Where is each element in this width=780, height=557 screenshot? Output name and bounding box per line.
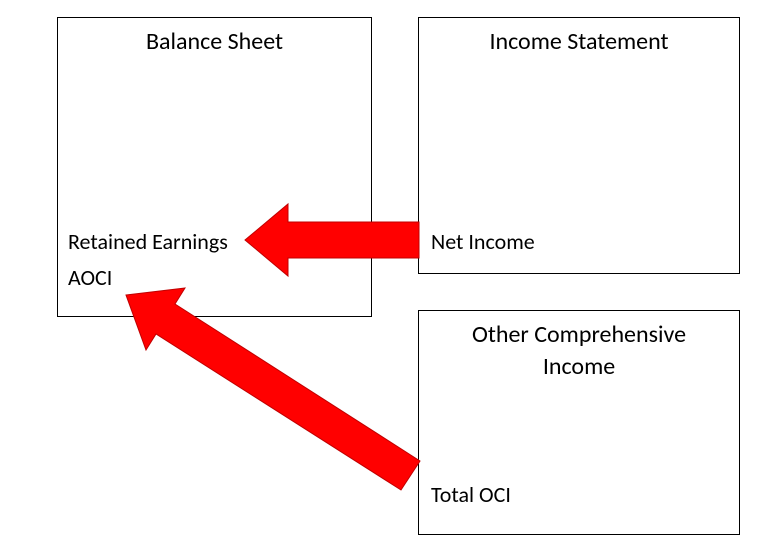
income-statement-title: Income Statement <box>419 26 739 58</box>
other-comprehensive-income-box: Other Comprehensive Income Total OCI <box>418 310 740 535</box>
diagram-stage: Balance Sheet Retained Earnings AOCI Inc… <box>0 0 780 557</box>
aoci-label: AOCI <box>68 264 112 291</box>
income-statement-box: Income Statement Net Income <box>418 17 740 274</box>
other-comprehensive-income-title: Other Comprehensive Income <box>419 319 739 384</box>
balance-sheet-box: Balance Sheet Retained Earnings AOCI <box>57 17 372 317</box>
retained-earnings-label: Retained Earnings <box>68 228 228 255</box>
balance-sheet-title: Balance Sheet <box>58 26 371 58</box>
total-oci-label: Total OCI <box>431 481 511 508</box>
net-income-label: Net Income <box>431 228 535 255</box>
arrow-total-oci-to-aoci <box>126 288 420 490</box>
